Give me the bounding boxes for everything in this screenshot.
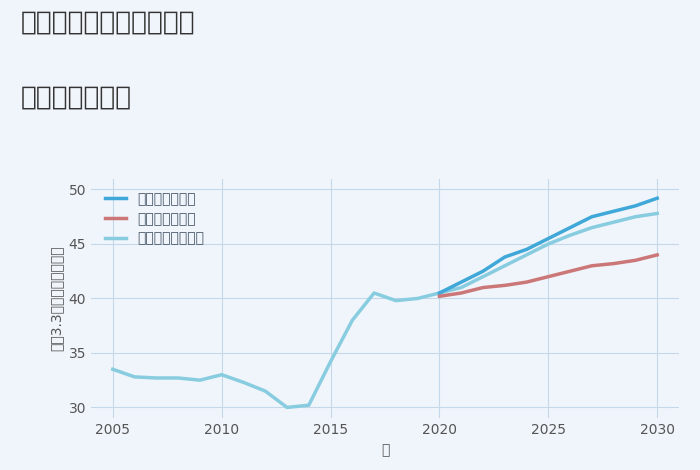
グッドシナリオ (457, 279, 466, 285)
バッドシナリオ (631, 258, 640, 263)
ノーマルシナリオ (631, 214, 640, 219)
ノーマルシナリオ (348, 317, 356, 323)
ノーマルシナリオ (435, 290, 444, 296)
Text: 土地の価格推移: 土地の価格推移 (21, 85, 132, 110)
ノーマルシナリオ (108, 367, 117, 372)
ノーマルシナリオ (588, 225, 596, 230)
グッドシナリオ (500, 254, 509, 260)
グッドシナリオ (435, 290, 444, 296)
ノーマルシナリオ (239, 380, 248, 385)
Text: 愛知県春日井市神領町の: 愛知県春日井市神領町の (21, 9, 195, 35)
ノーマルシナリオ (479, 274, 487, 280)
X-axis label: 年: 年 (381, 443, 389, 457)
ノーマルシナリオ (392, 298, 400, 304)
バッドシナリオ (588, 263, 596, 268)
バッドシナリオ (544, 274, 552, 280)
グッドシナリオ (631, 203, 640, 209)
ノーマルシナリオ (218, 372, 226, 377)
ノーマルシナリオ (370, 290, 378, 296)
Legend: グッドシナリオ, バッドシナリオ, ノーマルシナリオ: グッドシナリオ, バッドシナリオ, ノーマルシナリオ (98, 186, 211, 252)
グッドシナリオ (479, 268, 487, 274)
バッドシナリオ (522, 279, 531, 285)
ノーマルシナリオ (457, 285, 466, 290)
ノーマルシナリオ (522, 252, 531, 258)
ノーマルシナリオ (130, 374, 139, 380)
ノーマルシナリオ (414, 296, 422, 301)
ノーマルシナリオ (500, 263, 509, 268)
バッドシナリオ (435, 293, 444, 299)
Line: バッドシナリオ: バッドシナリオ (440, 255, 657, 296)
ノーマルシナリオ (152, 375, 160, 381)
Line: グッドシナリオ: グッドシナリオ (440, 198, 657, 293)
ノーマルシナリオ (261, 388, 270, 394)
グッドシナリオ (566, 225, 574, 230)
ノーマルシナリオ (174, 375, 182, 381)
ノーマルシナリオ (196, 377, 204, 383)
グッドシナリオ (610, 209, 618, 214)
ノーマルシナリオ (610, 219, 618, 225)
グッドシナリオ (588, 214, 596, 219)
バッドシナリオ (457, 290, 466, 296)
ノーマルシナリオ (304, 402, 313, 408)
バッドシナリオ (500, 282, 509, 288)
グッドシナリオ (653, 196, 662, 201)
Y-axis label: 坪（3.3㎡）単価（万円）: 坪（3.3㎡）単価（万円） (49, 246, 63, 351)
グッドシナリオ (522, 247, 531, 252)
ノーマルシナリオ (566, 233, 574, 238)
バッドシナリオ (566, 268, 574, 274)
バッドシナリオ (610, 261, 618, 266)
ノーマルシナリオ (544, 241, 552, 247)
バッドシナリオ (653, 252, 662, 258)
グッドシナリオ (544, 236, 552, 242)
ノーマルシナリオ (326, 359, 335, 364)
ノーマルシナリオ (653, 211, 662, 216)
Line: ノーマルシナリオ: ノーマルシナリオ (113, 213, 657, 407)
ノーマルシナリオ (283, 405, 291, 410)
バッドシナリオ (479, 285, 487, 290)
